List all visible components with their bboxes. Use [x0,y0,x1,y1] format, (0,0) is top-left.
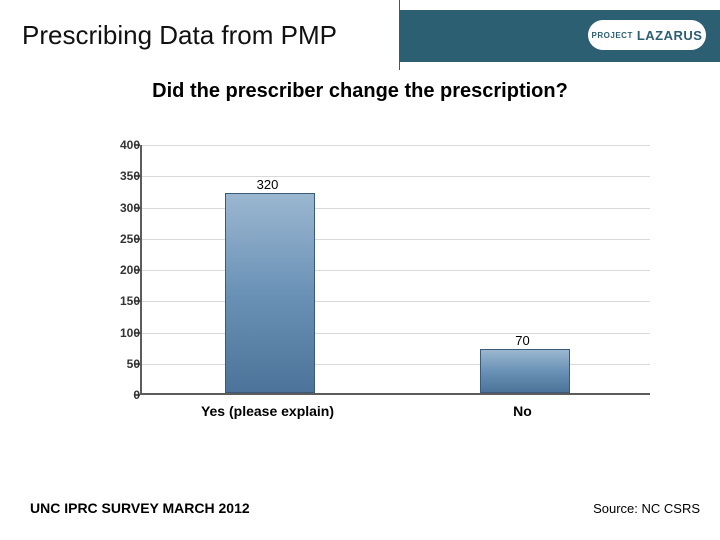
grid-line [142,333,650,334]
footer-source: Source: NC CSRS [593,501,700,516]
title-bar: Prescribing Data from PMP [0,0,400,70]
y-tick-label: 350 [110,169,140,183]
grid-line [142,364,650,365]
bar-value-label: 320 [223,177,313,192]
bar-chart: 050100150200250300350400320Yes (please e… [100,145,660,425]
grid-line [142,270,650,271]
logo-badge: PROJECT LAZARUS [588,20,706,50]
y-tick-label: 50 [110,357,140,371]
chart-title: Did the prescriber change the prescripti… [0,80,720,103]
x-category-label: Yes (please explain) [178,403,358,419]
bar-value-label: 70 [478,333,568,348]
grid-line [142,239,650,240]
y-tick-label: 0 [110,388,140,402]
page-title: Prescribing Data from PMP [22,20,337,51]
grid-line [142,176,650,177]
grid-line [142,208,650,209]
y-tick-label: 100 [110,326,140,340]
logo-project-text: PROJECT [592,31,633,40]
y-tick-label: 250 [110,232,140,246]
grid-line [142,301,650,302]
y-tick-label: 400 [110,138,140,152]
x-category-label: No [433,403,613,419]
footer-survey: UNC IPRC SURVEY MARCH 2012 [30,500,250,516]
plot-area [140,145,650,395]
y-tick-label: 300 [110,201,140,215]
grid-line [142,145,650,146]
y-tick-label: 150 [110,294,140,308]
bar [225,193,315,393]
y-tick-label: 200 [110,263,140,277]
logo-lazarus-text: LAZARUS [637,28,703,43]
bar [480,349,570,393]
